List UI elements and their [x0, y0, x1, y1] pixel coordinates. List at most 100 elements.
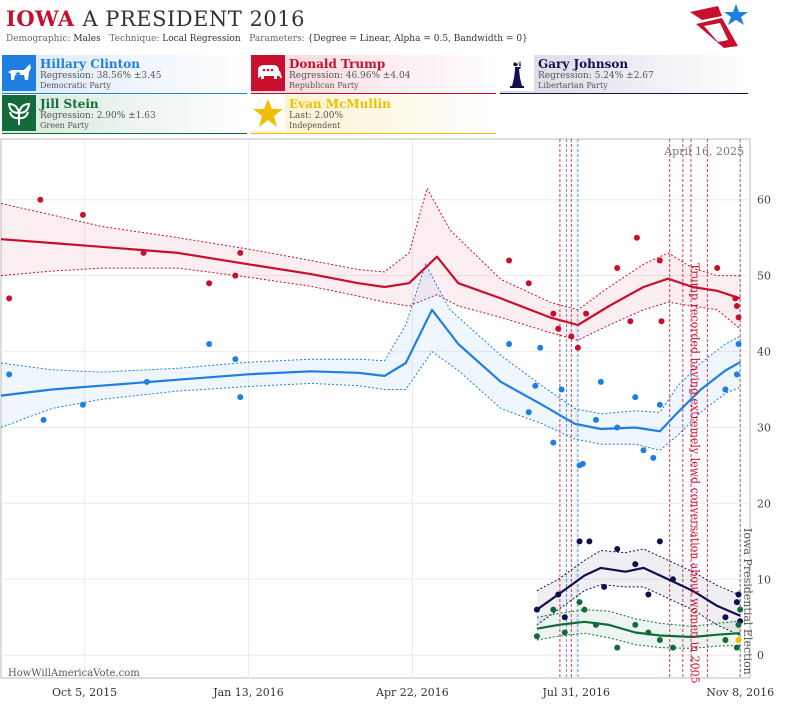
poll-point — [627, 318, 634, 325]
poll-point — [722, 637, 729, 644]
legend-entry-johnson[interactable]: Gary Johnson Regression: 5.24% ±2.67 Lib… — [500, 55, 748, 94]
parameters-label: Parameters: — [249, 34, 305, 44]
poll-point — [550, 606, 557, 613]
confidence-band — [1, 264, 741, 451]
poll-point — [735, 340, 742, 347]
legend-entry-mcmullin[interactable]: Evan McMullin Last: 2.00% Independent — [251, 95, 496, 134]
confidence-band — [536, 609, 741, 649]
poll-point — [574, 344, 581, 351]
confidence-upper — [536, 609, 741, 627]
trend-line — [536, 566, 741, 617]
poll-point — [656, 637, 663, 644]
candidate-regression: Regression: 5.24% ±2.67 — [538, 71, 654, 81]
poll-point — [506, 257, 513, 264]
poll-point — [645, 591, 652, 598]
candidate-party: Independent — [289, 121, 341, 130]
trend-line — [536, 620, 741, 639]
legend-entry-stein[interactable]: Jill Stein Regression: 2.90% ±1.63 Green… — [2, 95, 247, 134]
poll-point — [579, 460, 586, 467]
poll-point — [656, 401, 663, 408]
poll-point — [732, 295, 739, 302]
poll-point — [532, 382, 539, 389]
poll-point — [645, 629, 652, 636]
poll-point — [237, 249, 244, 256]
site-logo[interactable] — [688, 2, 750, 50]
poll-point — [735, 621, 742, 628]
poll-point — [632, 394, 639, 401]
poll-point — [656, 538, 663, 545]
poll-point — [614, 265, 621, 272]
poll-point — [550, 310, 557, 317]
poll-point — [632, 621, 639, 628]
confidence-band — [1, 188, 741, 341]
poll-point — [576, 538, 583, 545]
poll-point — [6, 295, 13, 302]
poll-point — [555, 325, 562, 332]
poll-point — [658, 318, 665, 325]
candidate-regression: Regression: 2.90% ±1.63 — [40, 111, 156, 121]
watermark[interactable]: HowWillAmericaVote.com — [8, 668, 140, 679]
legend-entry-clinton[interactable]: Hillary Clinton Regression: 38.56% ±3.45… — [2, 55, 247, 94]
poll-point — [555, 591, 562, 598]
poll-point — [525, 409, 532, 416]
statue-of-liberty-icon — [500, 55, 534, 91]
poll-point — [143, 378, 150, 385]
poll-points — [6, 196, 744, 651]
event-annotation: Trump recorded having extremely lewd con… — [689, 263, 702, 684]
legend-entry-trump[interactable]: Donald Trump Regression: 46.96% ±4.04 Re… — [251, 55, 496, 94]
poll-point — [206, 340, 213, 347]
title-state: IOWA — [6, 6, 75, 31]
gridlines — [1, 139, 750, 678]
y-tick-label: 60 — [757, 194, 771, 207]
x-tick-label: Nov 8, 2016 — [706, 686, 774, 699]
candidate-regression: Regression: 38.56% ±3.45 — [40, 71, 162, 81]
poll-point — [737, 606, 744, 613]
trend-line — [0, 238, 741, 327]
elephant-icon — [251, 55, 285, 91]
poll-chart: 0 10 20 30 40 50 60 Oct 5, 2015 Jan 13, 2016 Apr… — [0, 138, 774, 699]
poll-point — [79, 401, 86, 408]
poll-point — [583, 310, 590, 317]
candidate-name: Gary Johnson — [538, 57, 629, 71]
poll-point — [597, 378, 604, 385]
poll-point — [735, 637, 742, 644]
y-tick-label: 50 — [757, 270, 771, 283]
poll-point — [558, 386, 565, 393]
poll-point — [722, 386, 729, 393]
poll-point — [237, 394, 244, 401]
candidate-party: Democratic Party — [40, 81, 111, 90]
poll-point — [586, 538, 593, 545]
title-rest: A PRESIDENT 2016 — [82, 7, 305, 31]
demographic-label: Demographic: — [6, 34, 71, 44]
poll-point — [79, 211, 86, 218]
x-axis-ticks: Oct 5, 2015 Jan 13, 2016 Apr 22, 2016 Jul 3… — [52, 686, 774, 699]
confidence-upper — [536, 548, 741, 596]
technique-label: Technique: — [109, 34, 160, 44]
y-tick-label: 10 — [757, 573, 771, 586]
poll-point — [633, 234, 640, 241]
poll-point — [592, 416, 599, 423]
y-tick-label: 30 — [757, 421, 771, 434]
poll-point — [561, 629, 568, 636]
leaf-icon — [2, 95, 36, 131]
poll-point — [592, 621, 599, 628]
poll-point — [6, 371, 13, 378]
poll-point — [632, 561, 639, 568]
poll-point — [601, 583, 608, 590]
event-annotation: Iowa Presidential Election — [741, 528, 754, 675]
poll-point — [733, 371, 740, 378]
candidate-party: Republican Party — [289, 81, 359, 90]
candidate-name: Jill Stein — [40, 97, 99, 111]
poll-point — [533, 606, 540, 613]
candidate-name: Evan McMullin — [289, 97, 391, 111]
confidence-bands — [0, 186, 741, 649]
parameters-line: Demographic: Males Technique: Local Regr… — [6, 34, 528, 44]
poll-point — [576, 599, 583, 606]
poll-point — [733, 303, 740, 310]
poll-point — [140, 249, 147, 256]
poll-point — [614, 644, 621, 651]
poll-point — [733, 644, 740, 651]
candidate-regression: Last: 2.00% — [289, 111, 344, 121]
technique-value: Local Regression — [162, 34, 241, 44]
y-axis-ticks: 0 10 20 30 40 50 60 — [757, 194, 771, 662]
